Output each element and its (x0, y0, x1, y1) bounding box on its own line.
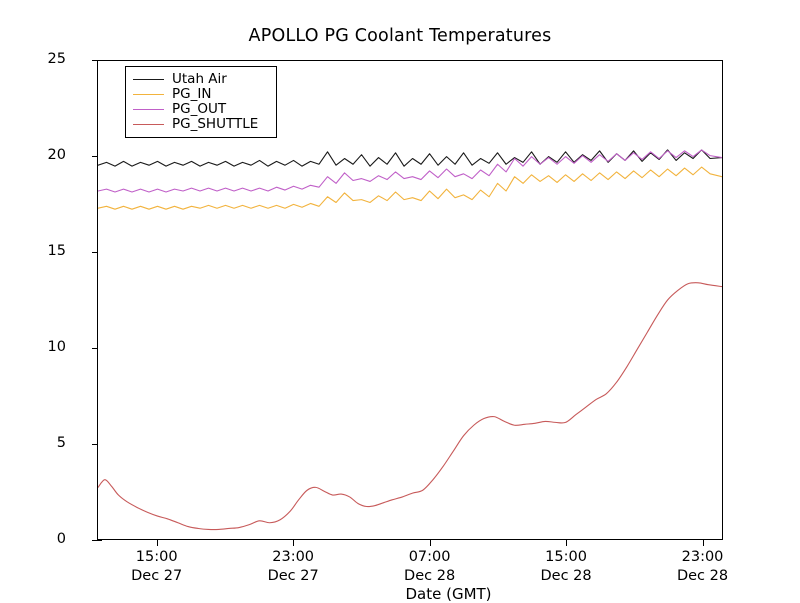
y-tick-mark (92, 252, 98, 253)
y-tick-label-text: 5 (56, 435, 66, 451)
x-tick-date: Dec 27 (267, 568, 319, 584)
x-tick-label: 15:00 Dec 28 (506, 548, 626, 586)
legend-color-swatch (133, 94, 164, 95)
x-tick-label: 07:00 Dec 28 (370, 548, 490, 586)
legend-item: Utah Air (133, 72, 267, 87)
x-tick-time: 23:00 (272, 549, 315, 565)
x-tick-label: 23:00 Dec 28 (643, 548, 763, 586)
y-tick-mark-inner (97, 540, 102, 541)
chart-legend: Utah Air PG_IN PG_OUT PG_SHUTTLE (125, 66, 277, 138)
plot-lines (98, 61, 722, 539)
x-tick-mark (566, 540, 568, 546)
legend-item: PG_IN (133, 87, 267, 102)
legend-label: PG_OUT (172, 101, 227, 117)
y-tick-mark (92, 540, 98, 541)
plot-area (97, 60, 723, 540)
x-tick-date: Dec 28 (540, 568, 592, 584)
x-tick-date: Dec 27 (131, 568, 183, 584)
legend-color-swatch (133, 124, 164, 125)
legend-color-swatch (133, 79, 164, 80)
legend-label: PG_SHUTTLE (172, 116, 259, 132)
legend-label: Utah Air (172, 71, 227, 87)
series-line-pg-shuttle (98, 283, 722, 530)
x-tick-date: Dec 28 (676, 568, 729, 584)
x-tick-mark (702, 540, 704, 546)
y-tick-mark (92, 156, 98, 157)
series-line-pg-in (98, 167, 722, 209)
y-tick-label-text: 0 (56, 531, 66, 547)
x-tick-mark (293, 540, 295, 546)
legend-item: PG_OUT (133, 102, 267, 117)
y-tick-mark (92, 348, 98, 349)
legend-color-swatch (133, 109, 164, 110)
x-tick-time: 15:00 (135, 549, 178, 565)
legend-label: PG_IN (172, 86, 212, 102)
x-axis-label-text: Date (GMT) (405, 585, 492, 603)
y-axis-label-wrap: Temperature (C) (34, 0, 54, 600)
chart-title: APOLLO PG Coolant Temperatures (248, 26, 552, 46)
x-tick-time: 15:00 (545, 549, 587, 565)
x-axis-label: Date (GMT) (0, 585, 800, 603)
x-tick-time: 07:00 (408, 549, 451, 565)
y-tick-label-text: 10 (47, 339, 66, 355)
series-line-pg-out (98, 150, 722, 192)
y-tick-label-text: 25 (47, 51, 66, 67)
x-tick-time: 23:00 (681, 549, 724, 565)
legend-item: PG_SHUTTLE (133, 117, 267, 132)
x-tick-label: 15:00 Dec 27 (97, 548, 217, 586)
y-tick-label-text: 20 (47, 147, 66, 163)
y-tick-mark (92, 444, 98, 445)
x-tick-mark (156, 540, 158, 546)
x-tick-date: Dec 28 (404, 568, 456, 584)
x-tick-label: 23:00 Dec 27 (233, 548, 353, 586)
y-tick-mark (92, 60, 98, 61)
x-tick-mark (429, 540, 431, 546)
y-tick-label-text: 15 (47, 243, 66, 259)
